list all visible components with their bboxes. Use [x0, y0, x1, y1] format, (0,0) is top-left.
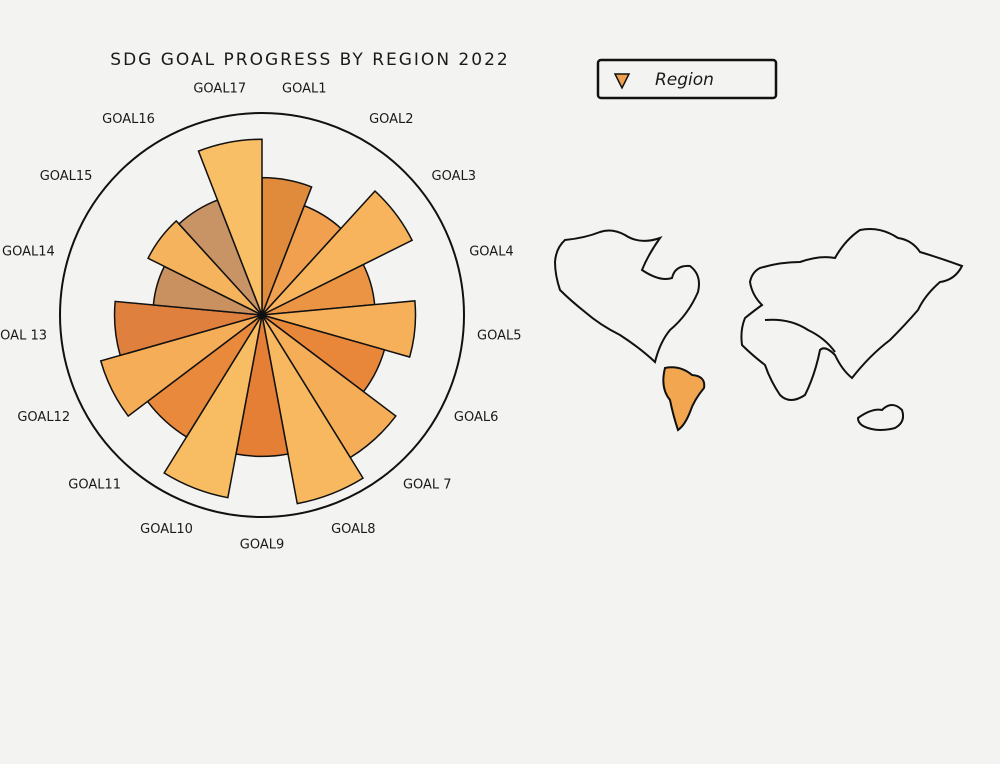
- world-map: [553, 228, 964, 432]
- category-label: GOAL10: [140, 522, 193, 537]
- category-label: GOAL2: [369, 112, 413, 127]
- filter-label[interactable]: Region: [655, 70, 714, 90]
- category-label: GOAL15: [40, 169, 93, 184]
- south-america: [662, 366, 706, 432]
- bar: [163, 314, 263, 499]
- eurasia-africa: [740, 228, 964, 401]
- bar: [261, 190, 414, 316]
- filter-box[interactable]: [596, 58, 778, 100]
- bar: [147, 219, 263, 316]
- polar-chart: GOAL1 GOAL2 GOAL3 GOAL4 GOAL5 GOAL6 GOAL 7 GOAL…: [0, 81, 522, 552]
- category-label: GOAL6: [454, 410, 498, 425]
- australia: [856, 404, 905, 431]
- category-label: GOAL12: [17, 410, 70, 425]
- category-label: GOAL 7: [403, 477, 452, 492]
- category-label: GOAL11: [68, 477, 121, 492]
- bar: [261, 300, 417, 358]
- category-label: GOAL5: [477, 329, 521, 344]
- category-label: GOAL1: [282, 81, 326, 96]
- outer-circle: [59, 112, 465, 518]
- category-label: GOAL14: [2, 245, 55, 260]
- category-label: GOAL3: [432, 169, 476, 184]
- dropdown-arrow[interactable]: [613, 73, 631, 90]
- bar: [99, 314, 263, 418]
- category-label: GOAL4: [469, 245, 513, 260]
- region-filter[interactable]: Region: [596, 58, 778, 100]
- chart-title: SDG GOAL PROGRESS BY REGION 2022: [110, 50, 509, 70]
- category-label: GOAL16: [102, 112, 155, 127]
- north-america: [553, 229, 700, 364]
- bar: [113, 300, 263, 357]
- category-label: GOAL9: [240, 538, 284, 553]
- bar: [261, 314, 365, 505]
- category-label: GOAL8: [331, 522, 375, 537]
- category-label: GOAL17: [193, 81, 246, 96]
- bar: [197, 138, 263, 316]
- category-label: GOAL 13: [0, 329, 47, 344]
